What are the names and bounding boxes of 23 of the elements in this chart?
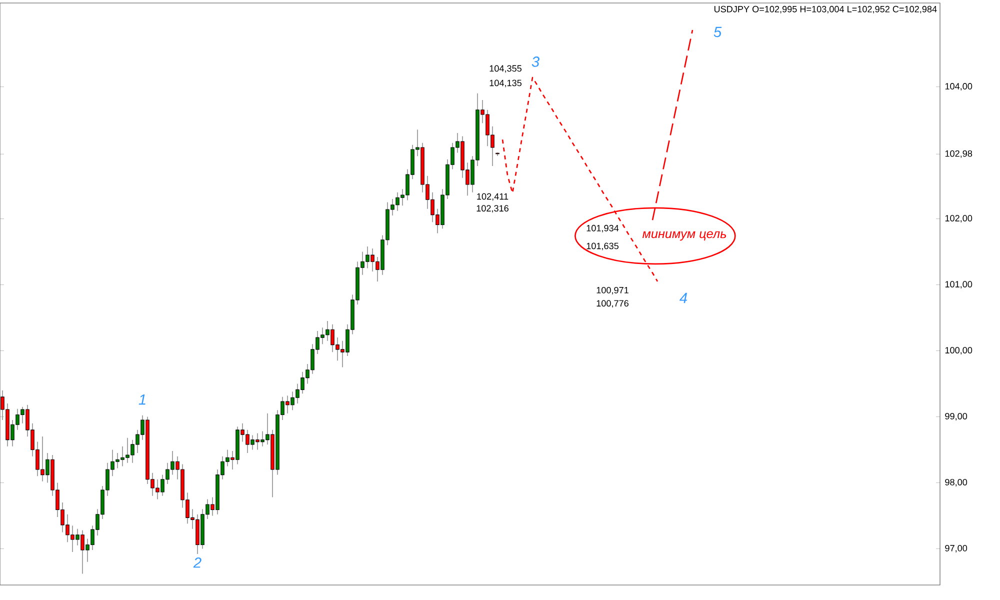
annotation: 104,355 [490,65,522,73]
annotation: 4 [680,292,688,303]
y-tick-label: 102,98 [945,150,972,158]
annotation: 3 [532,56,540,67]
annotation: 102,316 [476,205,508,213]
annotation: 100,971 [596,286,628,294]
annotation: 101,934 [586,224,619,232]
annotation: 104,135 [490,80,522,88]
y-tick-label: 98,00 [945,478,968,486]
y-tick-label: 104,00 [945,83,972,91]
annotation: 102,411 [477,193,508,201]
annotation: 1 [138,394,146,405]
annotation: 101,635 [586,242,619,250]
annotation: минимум цель [642,231,726,241]
annotation: 5 [714,26,722,38]
y-tick-label: 100,00 [945,346,972,354]
y-tick-label: 101,00 [945,281,972,289]
y-tick-label: 99,00 [945,412,968,420]
y-tick-label: 97,00 [945,544,968,552]
annotation: 100,776 [596,300,628,308]
annotation: 2 [193,557,202,568]
y-tick-label: 102,00 [945,215,972,223]
chart-title: USDJPY O=102,995 H=103,004 L=102,952 C=102,984 [714,6,937,14]
